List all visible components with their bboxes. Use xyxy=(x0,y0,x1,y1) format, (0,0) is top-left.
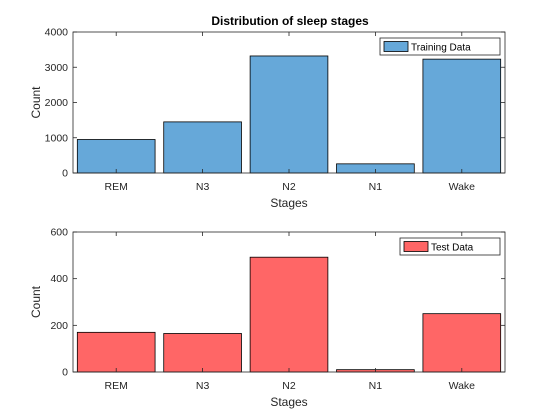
y-tick-label: 400 xyxy=(50,273,68,285)
bar-rem xyxy=(77,332,155,372)
x-axis-title: Stages xyxy=(270,395,307,409)
x-tick-label-wake: Wake xyxy=(449,181,476,193)
y-tick-label: 2000 xyxy=(45,97,69,109)
x-tick-label-n3: N3 xyxy=(196,181,210,193)
x-tick-label-rem: REM xyxy=(105,380,128,392)
x-tick-label-n1: N1 xyxy=(369,380,383,392)
bar-n2 xyxy=(250,257,328,372)
test-data-plot: 0 200 400 600 REM N3 N2 N1 Wake Stages Count Test D… xyxy=(29,227,505,410)
legend-label: Training Data xyxy=(411,43,471,54)
bar-n2 xyxy=(250,56,328,173)
x-tick-label-rem: REM xyxy=(105,181,128,193)
x-tick-label-n3: N3 xyxy=(196,380,210,392)
y-tick-label: 0 xyxy=(62,367,68,379)
legend-label: Test Data xyxy=(431,243,474,254)
chart-title: Distribution of sleep stages xyxy=(211,14,369,28)
bar-rem xyxy=(77,140,155,173)
y-tick-label: 4000 xyxy=(45,27,69,39)
x-tick-label-n1: N1 xyxy=(369,181,383,193)
legend-swatch xyxy=(404,242,428,252)
training-data-plot: 0 1000 2000 3000 4000 REM N3 N2 N1 Wake Stages Coun… xyxy=(29,27,505,211)
y-tick-label: 3000 xyxy=(45,62,69,74)
x-tick-label-n2: N2 xyxy=(282,181,296,193)
bar-wake xyxy=(423,59,501,173)
y-tick-label: 600 xyxy=(50,227,68,239)
y-tick-label: 200 xyxy=(50,320,68,332)
y-axis-title: Count xyxy=(29,285,43,318)
x-tick-label-wake: Wake xyxy=(449,380,476,392)
y-axis-title: Count xyxy=(29,86,43,119)
x-axis-title: Stages xyxy=(270,196,307,210)
y-tick-label: 0 xyxy=(62,168,68,180)
bar-wake xyxy=(423,314,501,372)
y-tick-label: 1000 xyxy=(45,132,69,144)
legend: Test Data xyxy=(400,238,500,255)
legend: Training Data xyxy=(380,38,500,55)
bar-n3 xyxy=(164,334,242,373)
legend-swatch xyxy=(384,42,408,52)
x-tick-label-n2: N2 xyxy=(282,380,296,392)
bar-n3 xyxy=(164,122,242,173)
